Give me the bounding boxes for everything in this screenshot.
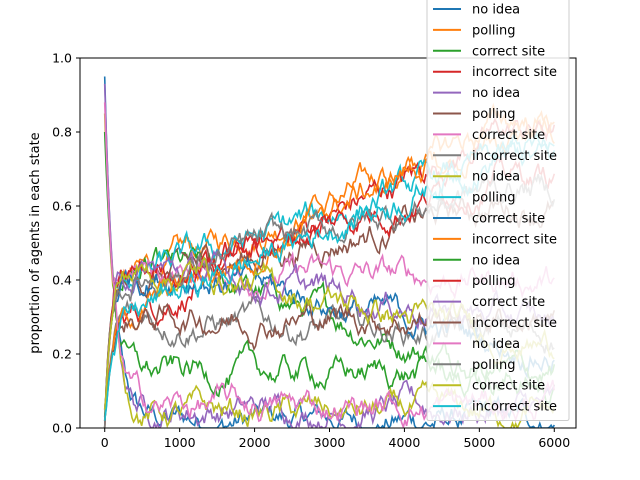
legend-label: correct site xyxy=(472,44,545,59)
legend-label: no idea xyxy=(472,170,520,185)
plot-frame xyxy=(79,57,577,429)
legend: no idea polling correct site incorrect site… xyxy=(426,0,570,422)
legend-box xyxy=(426,0,570,422)
y-tick-label: 0.6 xyxy=(52,199,72,214)
legend-label: correct site xyxy=(472,379,545,394)
legend-label: no idea xyxy=(472,3,520,18)
x-tick-label: 1000 xyxy=(164,435,196,450)
x-tick-label: 5000 xyxy=(463,435,495,450)
legend-label: incorrect site xyxy=(472,316,557,331)
legend-label: incorrect site xyxy=(472,149,557,164)
legend-label: incorrect site xyxy=(472,232,557,247)
legend-label: polling xyxy=(472,23,516,38)
legend-label: correct site xyxy=(472,295,545,310)
x-axis: 0 1000 2000 3000 4000 5000 6000 xyxy=(101,428,570,450)
y-axis: 0.0 0.2 0.4 0.6 0.8 1.0 xyxy=(52,51,80,436)
y-tick-label: 0.4 xyxy=(52,273,72,288)
y-tick-label: 0.0 xyxy=(52,421,72,436)
y-tick-label: 0.8 xyxy=(52,125,72,140)
x-tick-label: 0 xyxy=(101,435,109,450)
legend-label: correct site xyxy=(472,128,545,143)
legend-label: no idea xyxy=(472,86,520,101)
x-tick-label: 6000 xyxy=(538,435,570,450)
x-tick-label: 4000 xyxy=(389,435,421,450)
legend-label: correct site xyxy=(472,212,545,227)
legend-label: polling xyxy=(472,107,516,122)
y-axis-label: proportion of agents in each state xyxy=(28,132,43,353)
legend-label: incorrect site xyxy=(472,65,557,80)
legend-label: polling xyxy=(472,358,516,373)
legend-label: no idea xyxy=(472,337,520,352)
y-tick-label: 0.2 xyxy=(52,347,72,362)
y-tick-label: 1.0 xyxy=(52,51,72,66)
legend-label: polling xyxy=(472,274,516,289)
legend-label: incorrect site xyxy=(472,400,557,415)
x-tick-label: 2000 xyxy=(239,435,271,450)
x-tick-label: 3000 xyxy=(314,435,346,450)
legend-label: polling xyxy=(472,191,516,206)
legend-label: no idea xyxy=(472,253,520,268)
